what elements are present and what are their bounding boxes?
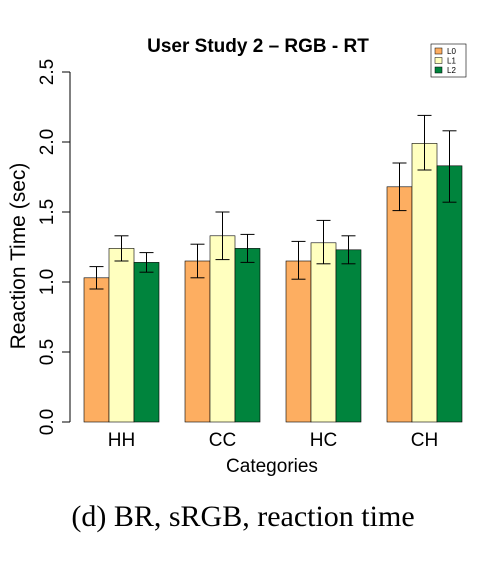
y-axis: 0.0 0.5 1.0 1.5 2.0 2.5 [37, 59, 71, 435]
bar-l1-hc [310, 242, 337, 423]
bar-l1-hh [108, 248, 135, 423]
legend-label: L2 [447, 66, 456, 75]
bar-chart: User Study 2 – RGB - RT 0.0 0.5 1.0 1.5 2.0 2… [7, 36, 467, 477]
legend-label: L1 [447, 57, 456, 66]
y-axis-label: Reaction Time (sec) [7, 163, 30, 350]
x-tick-label: CH [411, 430, 438, 451]
legend-swatch [434, 47, 443, 55]
y-tick-label: 0.0 [37, 409, 58, 435]
x-tick-label: CC [209, 430, 236, 451]
x-axis: HH CC HC CH [108, 430, 438, 451]
y-tick-label: 0.5 [37, 339, 58, 365]
y-tick-label: 2.0 [37, 129, 58, 155]
bar-l2-cc [234, 248, 261, 423]
bar-l1-ch [411, 143, 438, 423]
bar-l2-hc [335, 249, 362, 423]
y-tick-label: 2.5 [37, 59, 58, 85]
bar-l1-cc [209, 235, 236, 423]
legend-swatch [434, 57, 443, 64]
x-axis-label: Categories [226, 456, 318, 477]
legend-swatch [434, 66, 443, 74]
y-tick-label: 1.0 [37, 269, 58, 295]
bar-l2-ch [436, 165, 463, 423]
x-tick-label: HH [108, 430, 135, 451]
y-tick-label: 1.5 [37, 199, 58, 225]
bar-l0-hc [285, 260, 312, 423]
x-tick-label: HC [310, 430, 337, 451]
bar-l2-hh [133, 262, 160, 423]
chart-title: User Study 2 – RGB - RT [147, 36, 369, 57]
figure-caption: (d) BR, sRGB, reaction time [71, 500, 415, 533]
legend-label: L0 [447, 47, 456, 56]
bar-l0-cc [184, 260, 211, 423]
bar-l0-ch [386, 186, 413, 423]
bar-l0-hh [83, 277, 110, 423]
bars [83, 114, 463, 423]
